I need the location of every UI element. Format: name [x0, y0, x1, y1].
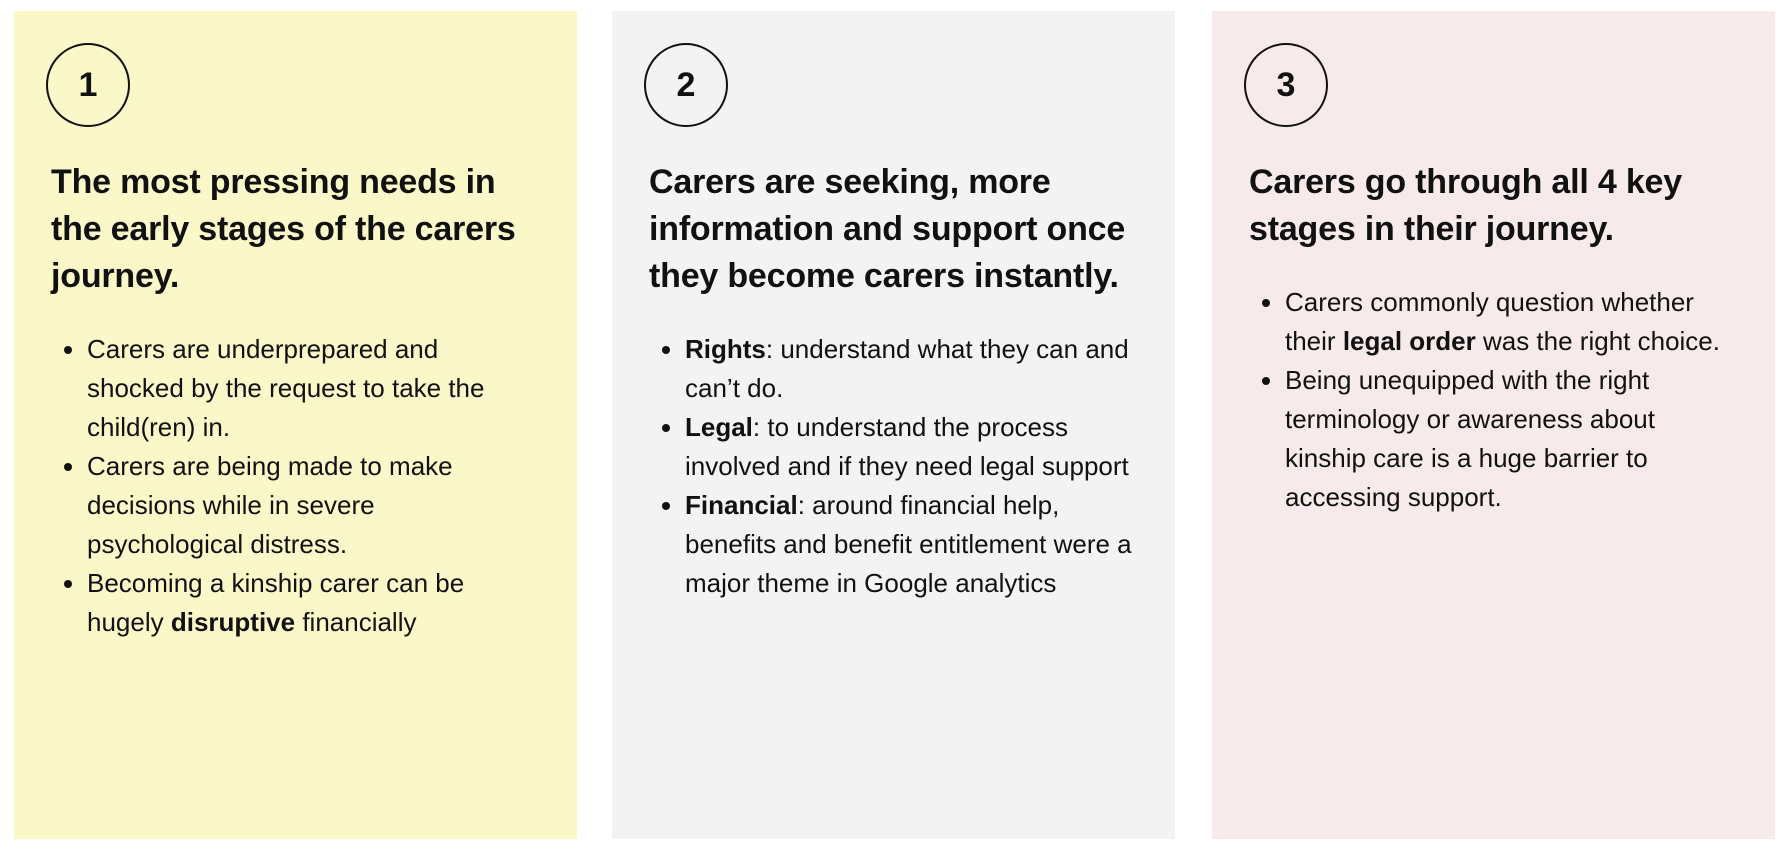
bullet-item: Carers commonly question whether their l…: [1285, 283, 1735, 361]
text: : understand what they can and can’t do.: [685, 334, 1129, 403]
card: 1 The most pressing needs in the early st…: [14, 11, 577, 839]
bullet-item: Becoming a kinship carer can be hugely d…: [87, 564, 537, 642]
text: : around financial help, benefits and be…: [685, 490, 1132, 598]
text: was the right choice.: [1475, 326, 1720, 356]
bold-text: legal order: [1342, 326, 1476, 356]
text: financially: [295, 607, 417, 637]
bullet-list: Carers are underprepared and shocked by …: [51, 330, 537, 642]
bold-text: Legal: [685, 412, 753, 442]
text: Becoming a kinship carer can be hugely: [87, 568, 465, 637]
text: : to understand the process involved and…: [685, 412, 1129, 481]
bullet-item: Carers are being made to make decisions …: [87, 447, 537, 564]
step-number: 2: [644, 43, 728, 127]
bullet-item: Being unequipped with the right terminol…: [1285, 361, 1735, 517]
bold-text: Financial: [685, 490, 798, 520]
card-heading: The most pressing needs in the early sta…: [51, 163, 516, 295]
card-heading: Carers go through all 4 key stages in th…: [1249, 163, 1682, 248]
card-heading: Carers are seeking, more information and…: [649, 163, 1126, 295]
step-number: 3: [1244, 43, 1328, 127]
text: Being unequipped with the right terminol…: [1285, 365, 1655, 512]
card: 3 Carers go through all 4 key stages in t…: [1212, 11, 1775, 839]
bullet-item: Legal: to understand the process involve…: [685, 408, 1135, 486]
bullet-item: Financial: around financial help, benefi…: [685, 486, 1135, 603]
bullet-item: Carers are underprepared and shocked by …: [87, 330, 537, 447]
step-number: 1: [46, 43, 130, 127]
bold-text: disruptive: [170, 607, 296, 637]
bullet-item: Rights: understand what they can and can…: [685, 330, 1135, 408]
bold-text: Rights: [685, 334, 766, 364]
text: Carers are underprepared and shocked by …: [87, 334, 485, 442]
bullet-list: Rights: understand what they can and can…: [649, 330, 1135, 603]
card: 2 Carers are seeking, more information an…: [612, 11, 1175, 839]
bullet-list: Carers commonly question whether their l…: [1249, 283, 1735, 517]
text: Carers commonly question whether their: [1285, 287, 1694, 356]
text: Carers are being made to make decisions …: [87, 451, 453, 559]
